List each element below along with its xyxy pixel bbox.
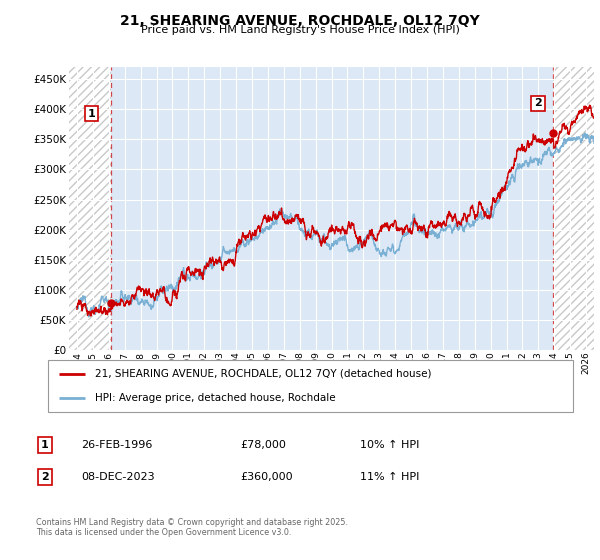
Bar: [69, 67, 111, 350]
FancyBboxPatch shape: [48, 360, 573, 412]
Text: Contains HM Land Registry data © Crown copyright and database right 2025.
This d: Contains HM Land Registry data © Crown c…: [36, 518, 348, 538]
Text: 21, SHEARING AVENUE, ROCHDALE, OL12 7QY (detached house): 21, SHEARING AVENUE, ROCHDALE, OL12 7QY …: [95, 369, 432, 379]
Text: HPI: Average price, detached house, Rochdale: HPI: Average price, detached house, Roch…: [95, 393, 336, 403]
Text: 2: 2: [41, 472, 49, 482]
Text: Price paid vs. HM Land Registry's House Price Index (HPI): Price paid vs. HM Land Registry's House …: [140, 25, 460, 35]
Text: £360,000: £360,000: [240, 472, 293, 482]
Text: £78,000: £78,000: [240, 440, 286, 450]
Text: 21, SHEARING AVENUE, ROCHDALE, OL12 7QY: 21, SHEARING AVENUE, ROCHDALE, OL12 7QY: [120, 14, 480, 28]
Text: 2: 2: [534, 99, 542, 108]
Text: 1: 1: [41, 440, 49, 450]
Text: 11% ↑ HPI: 11% ↑ HPI: [360, 472, 419, 482]
Text: 26-FEB-1996: 26-FEB-1996: [81, 440, 152, 450]
Text: 08-DEC-2023: 08-DEC-2023: [81, 472, 155, 482]
Bar: [553, 67, 594, 350]
Text: 10% ↑ HPI: 10% ↑ HPI: [360, 440, 419, 450]
Text: 1: 1: [87, 109, 95, 119]
